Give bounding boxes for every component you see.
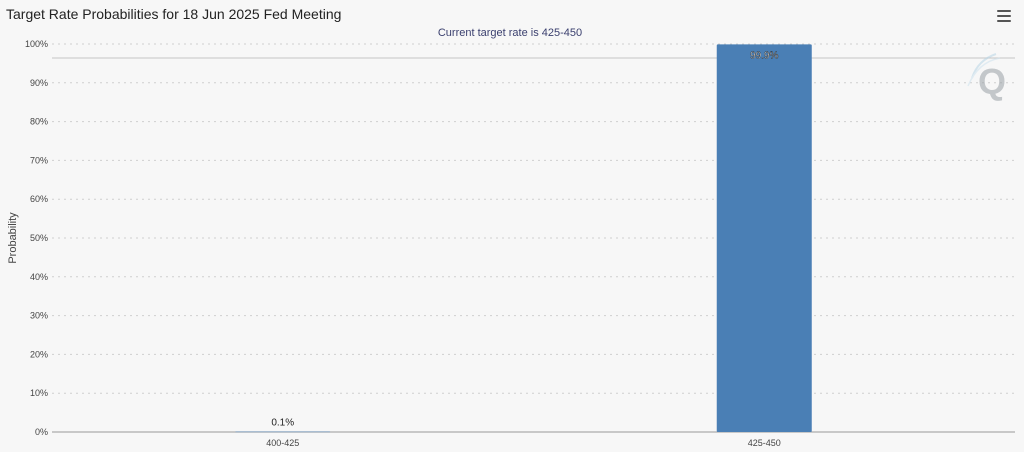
x-tick-label: 425-450: [748, 438, 781, 448]
bar-400-425[interactable]: [235, 431, 331, 433]
y-tick-label: 50%: [30, 233, 48, 243]
y-tick-label: 20%: [30, 349, 48, 359]
y-tick-label: 100%: [25, 39, 48, 49]
y-tick-label: 30%: [30, 311, 48, 321]
x-tick-label: 400-425: [266, 438, 299, 448]
y-tick-label: 10%: [30, 388, 48, 398]
y-tick-label: 70%: [30, 155, 48, 165]
y-tick-label: 80%: [30, 117, 48, 127]
y-tick-label: 0%: [35, 427, 48, 437]
data-label: 0.1%: [271, 418, 294, 429]
q-logo-icon: Q: [967, 53, 1006, 102]
hamburger-menu-icon[interactable]: [997, 10, 1011, 22]
y-tick-label: 40%: [30, 272, 48, 282]
svg-text:Q: Q: [978, 61, 1006, 102]
chart-subtitle: Current target rate is 425-450: [438, 27, 582, 39]
y-tick-label: 90%: [30, 78, 48, 88]
y-axis-label: Probability: [7, 212, 19, 264]
chart-title: Target Rate Probabilities for 18 Jun 202…: [6, 6, 342, 22]
y-tick-label: 60%: [30, 194, 48, 204]
data-label: 99.9%: [750, 50, 778, 61]
bar-425-450[interactable]: [716, 44, 812, 432]
